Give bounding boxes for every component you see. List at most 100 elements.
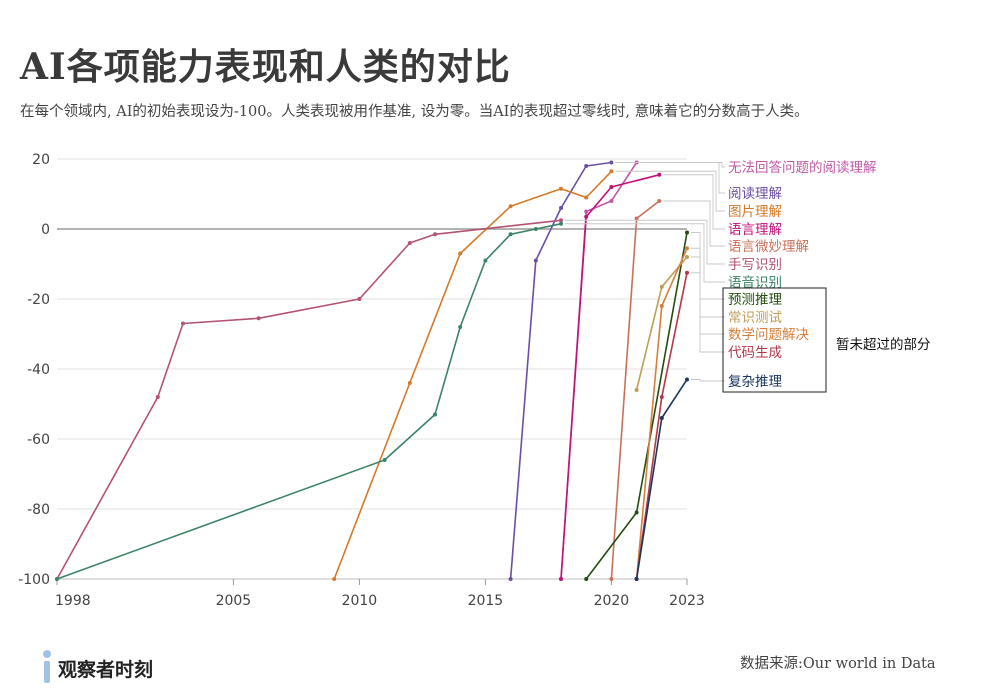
label-connector <box>615 162 725 194</box>
series-label: 语言理解 <box>728 222 782 238</box>
data-point <box>559 577 563 581</box>
y-tick-label: -20 <box>27 292 50 308</box>
unbeaten-box <box>722 287 827 393</box>
data-point <box>533 258 538 263</box>
data-point <box>685 255 689 259</box>
data-point <box>155 395 160 399</box>
data-source: 数据来源:Our world in Data <box>740 656 936 672</box>
data-point <box>508 577 513 581</box>
data-point <box>685 270 689 275</box>
label-connector <box>640 162 725 168</box>
series-label: 语音识别 <box>728 274 782 291</box>
unbeaten-box-label: 暂未超过的部分 <box>836 337 931 353</box>
data-point <box>609 199 614 203</box>
data-point <box>685 246 689 251</box>
data-point <box>634 577 639 581</box>
data-point <box>332 577 337 581</box>
label-connector <box>691 379 725 382</box>
data-point <box>433 412 437 417</box>
data-point <box>382 458 387 462</box>
label-connector <box>565 219 725 265</box>
y-tick-label: 0 <box>41 222 50 238</box>
series-line <box>56 223 562 580</box>
y-tick-label: -40 <box>27 362 50 378</box>
data-point <box>609 169 614 174</box>
data-point <box>634 510 639 515</box>
y-tick-label: 20 <box>32 152 50 168</box>
x-tick-label: 2020 <box>594 593 630 609</box>
y-tick-label: -80 <box>27 502 50 518</box>
data-point <box>584 209 589 214</box>
series-label: 常识测试 <box>728 310 782 326</box>
series-label: 无法回答问题的阅读理解 <box>728 159 877 176</box>
page-subtitle: 在每个领域内, AI的初始表现设为-100。人类表现被用作基准, 设为零。当AI… <box>20 104 809 120</box>
data-point <box>659 416 664 420</box>
label-connector <box>663 174 725 230</box>
data-point <box>685 230 689 235</box>
data-point <box>609 185 614 189</box>
label-connector <box>663 200 725 247</box>
data-point <box>634 216 639 221</box>
brand: 观察者时刻 <box>42 650 153 686</box>
data-point <box>584 195 589 200</box>
series-line <box>333 170 612 580</box>
y-tick-label: -100 <box>18 572 50 588</box>
x-tick-label: 2005 <box>216 593 252 609</box>
series-label: 复杂推理 <box>728 373 782 390</box>
series-label: 图片理解 <box>728 204 782 220</box>
series-label: 代码生成 <box>728 345 782 361</box>
series-line <box>560 174 660 580</box>
page-title: AI各项能力表现和人类的对比 <box>20 46 511 88</box>
data-point <box>584 577 589 581</box>
data-point <box>657 199 662 203</box>
label-connector <box>691 272 725 353</box>
x-tick-label: 2023 <box>669 593 705 609</box>
data-point <box>55 577 59 581</box>
data-point <box>407 241 412 245</box>
series-label: 手写识别 <box>728 257 782 273</box>
data-point <box>559 206 563 210</box>
data-point <box>483 258 488 263</box>
label-connector <box>615 170 725 212</box>
label-connector <box>691 256 725 318</box>
data-point <box>559 221 563 226</box>
series-line <box>635 379 688 580</box>
data-point <box>659 395 664 399</box>
data-point <box>458 251 463 256</box>
data-point <box>659 284 664 289</box>
series-label: 数学问题解决 <box>728 327 809 343</box>
label-connector <box>565 223 725 283</box>
data-point <box>634 388 639 392</box>
label-connector <box>691 232 725 300</box>
data-point <box>609 577 614 581</box>
x-tick-label: 1998 <box>55 593 91 609</box>
data-point <box>508 204 513 209</box>
data-point <box>181 321 185 326</box>
data-point <box>584 214 589 219</box>
series-label: 语言微妙理解 <box>728 239 809 255</box>
x-tick-label: 2010 <box>342 593 378 609</box>
info-logo-icon <box>42 650 52 686</box>
series-label: 阅读理解 <box>728 186 782 202</box>
data-point <box>458 325 463 329</box>
series-label: 预测推理 <box>728 292 782 308</box>
y-tick-label: -60 <box>27 432 50 448</box>
brand-name: 观察者时刻 <box>58 658 154 681</box>
data-point <box>357 297 362 301</box>
data-point <box>685 377 689 382</box>
data-point <box>584 164 589 168</box>
data-point <box>256 316 261 321</box>
data-point <box>609 160 614 165</box>
data-point <box>559 186 563 191</box>
label-connector <box>691 247 725 335</box>
data-point <box>559 218 563 223</box>
data-point <box>433 232 437 237</box>
data-point <box>659 304 664 308</box>
x-tick-label: 2015 <box>468 593 504 609</box>
data-point <box>407 381 412 385</box>
data-point <box>508 232 513 237</box>
data-point <box>533 227 538 231</box>
data-point <box>657 172 662 177</box>
series-line <box>56 219 562 580</box>
